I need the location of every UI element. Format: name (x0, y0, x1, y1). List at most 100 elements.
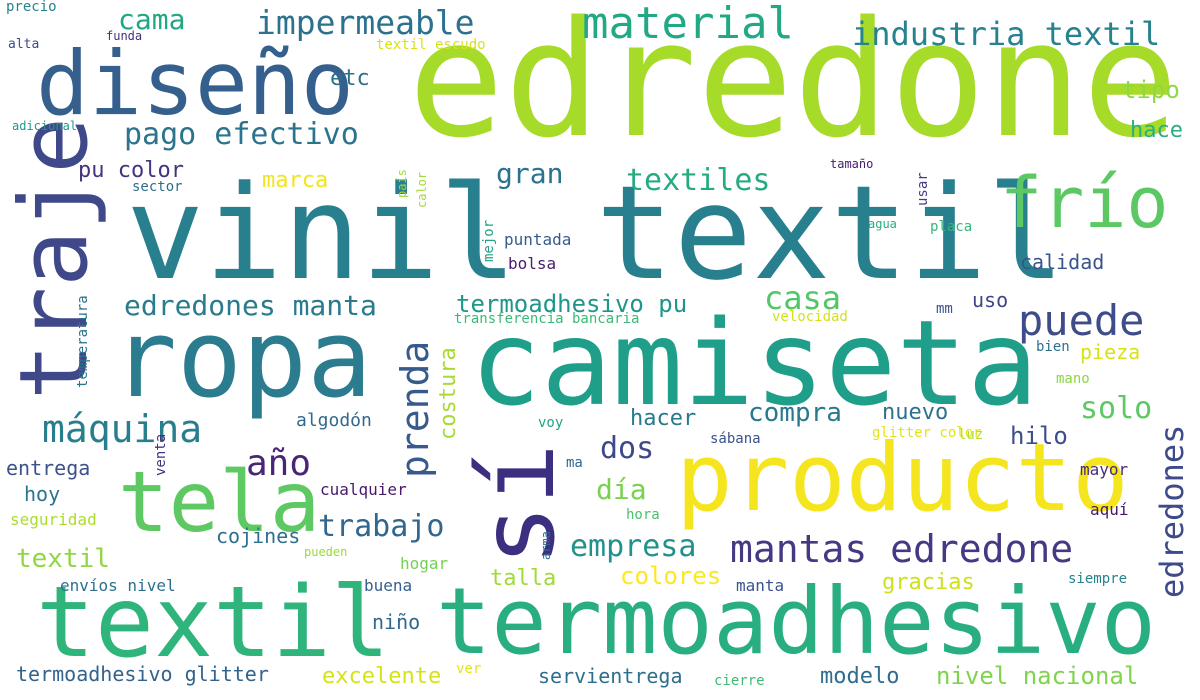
word: colores (620, 562, 722, 590)
word: venta (153, 433, 169, 476)
word: edredones manta (124, 289, 377, 322)
word: gracias (882, 570, 975, 595)
word: funda (106, 29, 143, 43)
word: prenda (393, 340, 437, 478)
word: algodón (296, 410, 372, 431)
word: tipo (1122, 76, 1180, 104)
word: glitter color (872, 425, 982, 441)
word: velocidad (772, 309, 848, 325)
word: mejor (481, 219, 497, 262)
word: mayor (1080, 460, 1129, 479)
word: termoadhesivo pu (456, 290, 688, 318)
word: año (246, 443, 312, 484)
word: envíos nivel (60, 576, 176, 595)
word: mantas edredone (730, 527, 1074, 571)
word: casa (764, 279, 842, 317)
word: sector (132, 179, 183, 195)
word: agua (868, 217, 897, 231)
word: textil (36, 566, 391, 680)
word: cojines (216, 524, 301, 548)
word: hilo (1010, 422, 1068, 450)
word: cualquier (320, 480, 407, 499)
word: buena (364, 576, 413, 595)
word: día (596, 473, 647, 506)
word: seguridad (10, 510, 97, 529)
word: placa (930, 219, 973, 235)
word: industria textil (852, 15, 1161, 53)
word: producto (676, 424, 1129, 533)
word: textiles (626, 163, 771, 198)
word: camiseta (470, 294, 1039, 432)
word: hace (1130, 118, 1183, 143)
word: bolsa (508, 254, 557, 273)
word: pueden (304, 545, 348, 559)
word: dos (600, 431, 655, 466)
word: material (582, 0, 794, 49)
word: costura (436, 347, 461, 440)
word: vinil textil (126, 157, 1066, 309)
word: transferencia bancaria (454, 311, 640, 327)
word: pieza (1080, 340, 1141, 364)
word: marca (262, 168, 329, 193)
word: uso (972, 288, 1009, 312)
word: textil escudo (376, 37, 486, 53)
word: cierre (714, 673, 765, 689)
word: talla (490, 566, 557, 591)
word: mano (1056, 371, 1090, 387)
word: solo (1080, 391, 1153, 426)
word: entrega (6, 456, 91, 480)
word: hogar (400, 554, 449, 573)
word: calor (415, 171, 429, 208)
word: luz (958, 427, 984, 443)
word: usar (915, 172, 931, 206)
word: hacer (630, 406, 697, 431)
word: textil (16, 544, 110, 574)
word: puntada (504, 230, 572, 249)
word: adicional (12, 119, 78, 133)
word: edredone (408, 0, 1179, 173)
word: manta (736, 576, 785, 595)
word: cama (118, 3, 186, 36)
word: calidad (1020, 250, 1105, 274)
word: voy (538, 415, 564, 431)
word: niño (372, 610, 421, 634)
word: ma (566, 455, 583, 471)
word: temperatura (75, 295, 91, 388)
word: empresa (570, 529, 697, 564)
word: puede (1018, 296, 1145, 345)
word: aquí (1090, 500, 1129, 519)
word: tela (118, 453, 321, 551)
word: ver (456, 661, 482, 677)
word: mm (936, 301, 953, 317)
word: frío (1000, 162, 1169, 244)
word: gran (496, 157, 564, 190)
word: edredones (1153, 424, 1191, 598)
word: máquina (42, 407, 203, 451)
word: impermeable (256, 3, 475, 42)
word: servientrega (538, 664, 683, 688)
word: termoadhesivo (436, 568, 1157, 675)
word: hoy (24, 482, 61, 506)
word: nivel nacional (936, 662, 1139, 690)
word: modelo (820, 664, 900, 689)
word: diseño (36, 32, 354, 135)
word: pu color (78, 158, 184, 183)
word: trabajo (318, 509, 445, 544)
word: sábana (710, 431, 761, 447)
word: termoadhesivo glitter (16, 662, 269, 686)
word: pago efectivo (124, 117, 359, 152)
word: etc (330, 66, 370, 91)
word: país (395, 169, 409, 198)
word: precio (6, 0, 57, 15)
word: ropa (112, 297, 373, 422)
word: bien (1036, 339, 1070, 355)
word: siempre (1068, 571, 1128, 587)
word: alta (8, 37, 40, 52)
word: excelente (322, 664, 442, 689)
word: tamaño (830, 157, 874, 171)
word: hora (626, 507, 660, 523)
word: nuevo (882, 400, 949, 425)
word: arma (539, 531, 553, 560)
word: compra (748, 398, 842, 428)
